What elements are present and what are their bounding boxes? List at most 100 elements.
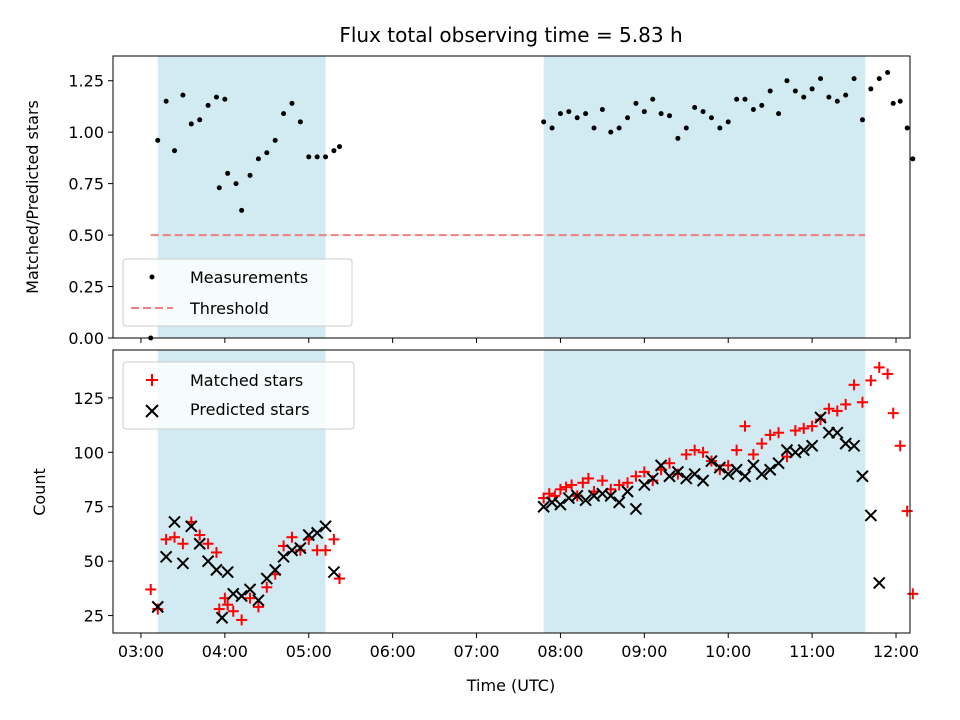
measurement-point-46	[708, 115, 714, 121]
measurement-point-15	[255, 156, 261, 162]
predicted-star-stroke-b	[831, 426, 844, 439]
measurement-point-11	[225, 170, 231, 176]
top-marks	[148, 69, 916, 341]
bottom-legend: Matched stars Predicted stars	[122, 361, 355, 430]
matched-star-point-39	[622, 477, 634, 489]
predicted-star-point-37	[654, 459, 668, 472]
matched-star-point-54	[747, 448, 759, 460]
predicted-star-stroke-b	[730, 463, 743, 476]
predicted-star-point-15	[268, 563, 282, 577]
measurement-point-31	[583, 111, 589, 117]
matched-star-point-2	[160, 533, 172, 545]
matched-star-point-47	[689, 444, 701, 456]
predicted-star-point-56	[814, 411, 827, 424]
measurement-point-23	[323, 154, 329, 160]
predicted-star-point-62	[864, 509, 878, 522]
measurement-point-45	[700, 109, 706, 115]
legend-measurements-label: Measurements	[190, 268, 308, 287]
measurement-point-40	[658, 111, 664, 117]
top-legend-box	[122, 258, 353, 327]
measurement-point-48	[725, 119, 731, 125]
predicted-star-point-50	[763, 463, 777, 476]
matched-star-point-30	[560, 481, 572, 493]
bottom-y-tick-label-1: 50	[84, 552, 104, 571]
legend-matched-marker	[146, 374, 158, 386]
x-tick-label-4: 07:00	[453, 642, 499, 661]
predicted-star-stroke-b	[252, 594, 265, 607]
measurement-point-33	[599, 107, 605, 113]
measurement-point-13	[239, 207, 245, 213]
x-tick-label-2: 05:00	[286, 642, 332, 661]
predicted-star-point-21	[319, 520, 332, 533]
matched-star-point-34	[582, 472, 594, 484]
measurement-point-5	[188, 121, 194, 127]
predicted-star-point-1	[159, 550, 173, 564]
measurement-point-59	[818, 76, 824, 82]
top-y-tick-label-3: 0.75	[68, 175, 104, 194]
predicted-star-stroke-b	[168, 515, 181, 529]
predicted-star-point-36	[646, 472, 659, 485]
predicted-star-point-54	[797, 443, 810, 457]
predicted-star-point-49	[755, 467, 768, 481]
matched-star-point-40	[630, 470, 642, 482]
top-y-tick-label-4: 1.00	[68, 123, 104, 142]
top-panel: 0.00 0.25 0.50 0.75 1.00 1.25 Matched/Predict…	[23, 55, 916, 348]
predicted-star-stroke-b	[159, 550, 173, 564]
x-tick-label-6: 09:00	[621, 642, 667, 661]
predicted-star-stroke-b	[176, 557, 190, 570]
matched-star-point-20	[294, 544, 306, 556]
predicted-star-stroke-b	[243, 583, 257, 596]
predicted-star-point-2	[168, 515, 181, 529]
predicted-star-stroke-b	[327, 565, 341, 579]
x-tick-label-0: 03:00	[118, 642, 164, 661]
measurement-point-49	[734, 96, 740, 102]
predicted-star-point-35	[638, 478, 651, 492]
measurement-point-6	[197, 117, 203, 123]
top-y-tick-label-5: 1.25	[68, 72, 104, 91]
predicted-star-stroke-b	[688, 467, 701, 481]
matched-star-point-33	[577, 477, 589, 489]
matched-star-point-8	[210, 546, 222, 558]
measurement-point-65	[868, 86, 874, 92]
matched-star-point-9	[213, 603, 225, 615]
matched-star-point-12	[227, 605, 239, 617]
measurement-point-67	[885, 69, 891, 75]
predicted-star-point-23	[537, 500, 550, 513]
matched-star-point-71	[887, 407, 899, 419]
bottom-marks	[145, 361, 919, 626]
matched-star-point-68	[865, 374, 877, 386]
predicted-star-point-7	[210, 563, 223, 577]
predicted-star-point-5	[193, 537, 206, 550]
predicted-star-point-31	[604, 489, 617, 503]
measurement-point-53	[767, 88, 773, 94]
predicted-star-point-9	[221, 565, 234, 579]
measurement-point-56	[792, 88, 798, 94]
matched-star-point-59	[789, 425, 801, 437]
matched-star-point-27	[543, 488, 555, 500]
measurement-point-4	[180, 92, 186, 98]
measurement-point-22	[314, 154, 320, 160]
matched-star-point-14	[244, 592, 256, 604]
predicted-star-stroke-b	[587, 489, 601, 503]
predicted-star-stroke-b	[814, 411, 827, 424]
predicted-star-stroke-b	[747, 459, 760, 472]
top-axes-frame	[112, 55, 911, 339]
predicted-star-stroke-b	[310, 526, 324, 540]
x-tick-label-7: 10:00	[705, 642, 751, 661]
predicted-star-stroke-b	[696, 474, 710, 487]
measurement-point-20	[297, 119, 303, 125]
predicted-star-point-34	[629, 502, 643, 516]
x-tick-label-3: 06:00	[370, 642, 416, 661]
matched-star-point-19	[286, 531, 298, 543]
predicted-star-point-18	[294, 541, 307, 555]
predicted-star-stroke-b	[856, 470, 869, 483]
predicted-star-stroke-b	[772, 456, 785, 470]
predicted-star-stroke-b	[201, 554, 215, 568]
predicted-star-stroke-b	[579, 494, 592, 507]
top-y-tick-label-1: 0.25	[68, 278, 104, 297]
predicted-star-stroke-b	[319, 520, 332, 533]
predicted-star-point-3	[176, 557, 190, 570]
matched-star-point-52	[731, 444, 743, 456]
matched-star-point-62	[815, 414, 827, 426]
matched-star-point-55	[756, 438, 768, 450]
